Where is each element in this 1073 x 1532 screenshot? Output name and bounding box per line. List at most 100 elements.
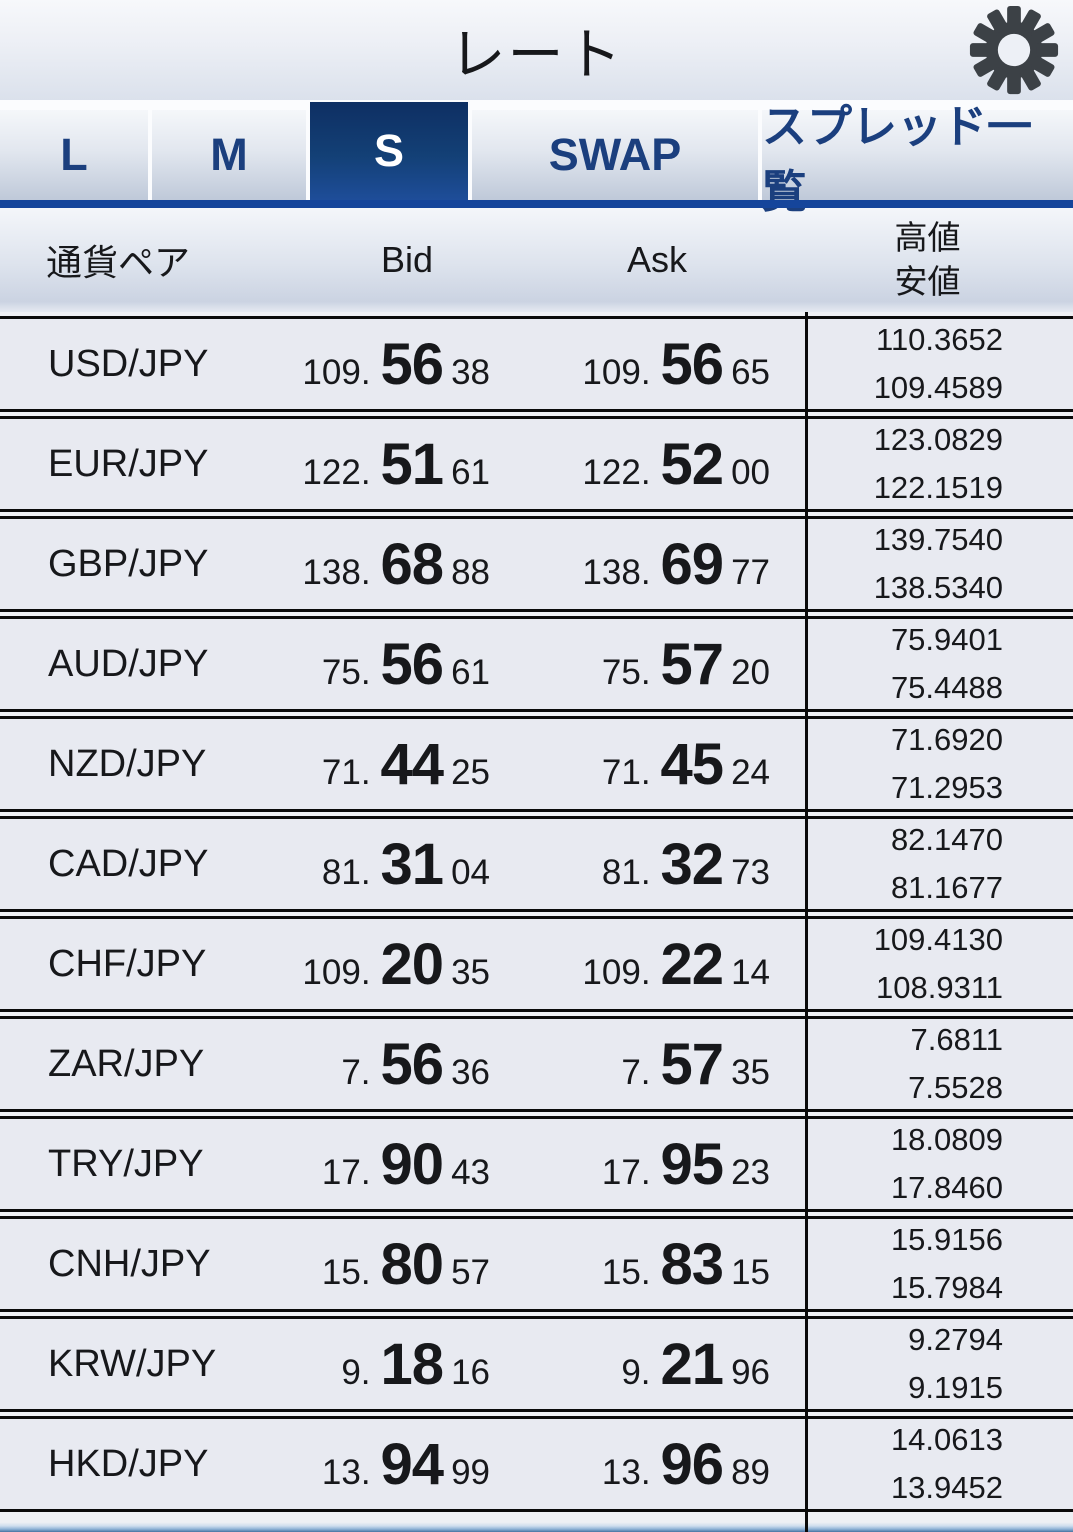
ask-integer: 71. [601,752,651,792]
low-value: 138.5340 [873,570,1003,605]
bid-integer: 109. [302,352,371,392]
rate-row[interactable]: KRW/JPY 9. 18 16 9. 21 96 9.2794 9.1915 [0,1316,1073,1412]
high-value: 109.4130 [873,922,1003,957]
ask-fraction: 89 [731,1452,770,1492]
ask-price[interactable]: 15. 83 15 [500,1231,782,1298]
high-low-cell: 71.6920 71.2953 [782,720,1073,808]
tab-l[interactable]: L [0,110,148,200]
bid-price[interactable]: 122. 51 61 [238,431,500,498]
currency-pair-label: KRW/JPY [48,1342,217,1385]
bid-pips: 90 [380,1131,445,1197]
bid-price[interactable]: 109. 20 35 [238,931,500,998]
ask-fraction: 35 [731,1052,770,1092]
bid-price[interactable]: 9. 18 16 [238,1331,500,1398]
rate-row[interactable]: HKD/JPY 13. 94 99 13. 96 89 14.0613 13.9452 [0,1416,1073,1512]
rate-row[interactable]: CHF/JPY 109. 20 35 109. 22 14 109.4130 108.9… [0,916,1073,1012]
settings-button[interactable] [967,3,1061,97]
bid-price[interactable]: 13. 94 99 [238,1431,500,1498]
high-low-cell: 123.0829 122.1519 [782,420,1073,508]
bid-pips: 20 [380,931,445,997]
currency-pair-label: CHF/JPY [48,942,207,985]
high-low-cell: 9.2794 9.1915 [782,1320,1073,1408]
tab-spread-list[interactable]: スプレッド一覧 [762,101,1073,217]
high-low-cell: 109.4130 108.9311 [782,920,1073,1008]
rate-row[interactable]: ZAR/JPY 7. 56 36 7. 57 35 7.6811 7.5528 [0,1016,1073,1112]
currency-pair-label: GBP/JPY [48,542,209,585]
bid-price[interactable]: 81. 31 04 [238,831,500,898]
ask-price[interactable]: 122. 52 00 [500,431,782,498]
ask-pips: 95 [660,1131,725,1197]
high-low-cell: 18.0809 17.8460 [782,1120,1073,1208]
bid-pips: 56 [380,331,445,397]
bid-integer: 17. [321,1152,371,1192]
bid-price[interactable]: 138. 68 88 [238,531,500,598]
table-header: 通貨ペア Bid Ask 高値 安値 [0,208,1073,312]
bid-price[interactable]: 75. 56 61 [238,631,500,698]
low-value: 15.7984 [890,1270,1003,1305]
partial-next-row [0,1516,1073,1532]
ask-fraction: 00 [731,452,770,492]
ask-pips: 56 [660,331,725,397]
tab-swap[interactable]: SWAP [472,110,758,200]
bid-price[interactable]: 7. 56 36 [238,1031,500,1098]
high-value: 18.0809 [890,1122,1003,1157]
bid-price[interactable]: 15. 80 57 [238,1231,500,1298]
bid-fraction: 57 [451,1252,490,1292]
tab-s[interactable]: S [310,102,468,200]
ask-price[interactable]: 75. 57 20 [500,631,782,698]
high-value: 75.9401 [890,622,1003,657]
ask-pips: 21 [660,1331,725,1397]
high-low-cell: 14.0613 13.9452 [782,1420,1073,1508]
rate-row[interactable]: CAD/JPY 81. 31 04 81. 32 73 82.1470 81.1677 [0,816,1073,912]
currency-pair-label: ZAR/JPY [48,1042,205,1085]
ask-price[interactable]: 7. 57 35 [500,1031,782,1098]
ask-integer: 15. [601,1252,651,1292]
bid-fraction: 16 [451,1352,490,1392]
bid-pips: 94 [380,1431,445,1497]
ask-price[interactable]: 17. 95 23 [500,1131,782,1198]
col-header-bid: Bid [380,239,434,280]
ask-integer: 13. [601,1452,651,1492]
ask-price[interactable]: 138. 69 77 [500,531,782,598]
bid-price[interactable]: 109. 56 38 [238,331,500,398]
bid-pips: 56 [380,631,445,697]
rate-row[interactable]: EUR/JPY 122. 51 61 122. 52 00 123.0829 122.1… [0,416,1073,512]
currency-pair-label: CAD/JPY [48,842,209,885]
rate-row[interactable]: TRY/JPY 17. 90 43 17. 95 23 18.0809 17.8460 [0,1116,1073,1212]
bid-pips: 31 [380,831,445,897]
rate-row[interactable]: NZD/JPY 71. 44 25 71. 45 24 71.6920 71.2953 [0,716,1073,812]
tab-m[interactable]: M [152,110,306,200]
ask-price[interactable]: 9. 21 96 [500,1331,782,1398]
bid-fraction: 99 [451,1452,490,1492]
bid-integer: 81. [321,852,371,892]
rate-row[interactable]: USD/JPY 109. 56 38 109. 56 65 110.3652 109.4… [0,316,1073,412]
ask-fraction: 96 [731,1352,770,1392]
low-value: 7.5528 [908,1070,1003,1105]
ask-fraction: 14 [731,952,770,992]
bid-price[interactable]: 17. 90 43 [238,1131,500,1198]
ask-fraction: 15 [731,1252,770,1292]
bid-fraction: 88 [451,552,490,592]
high-low-cell: 82.1470 81.1677 [782,820,1073,908]
ask-price[interactable]: 71. 45 24 [500,731,782,798]
rate-row[interactable]: AUD/JPY 75. 56 61 75. 57 20 75.9401 75.4488 [0,616,1073,712]
bid-fraction: 35 [451,952,490,992]
ask-integer: 109. [582,952,651,992]
high-low-cell: 110.3652 109.4589 [782,320,1073,408]
col-header-high: 高値 [894,219,961,256]
currency-pair-label: AUD/JPY [48,642,209,685]
ask-price[interactable]: 13. 96 89 [500,1431,782,1498]
bid-integer: 15. [321,1252,371,1292]
ask-fraction: 20 [731,652,770,692]
ask-price[interactable]: 81. 32 73 [500,831,782,898]
bid-fraction: 36 [451,1052,490,1092]
rate-row[interactable]: CNH/JPY 15. 80 57 15. 83 15 15.9156 15.7984 [0,1216,1073,1312]
ask-fraction: 24 [731,752,770,792]
high-low-cell: 7.6811 7.5528 [782,1020,1073,1108]
ask-integer: 17. [601,1152,651,1192]
rate-row[interactable]: GBP/JPY 138. 68 88 138. 69 77 139.7540 138.5… [0,516,1073,612]
ask-price[interactable]: 109. 22 14 [500,931,782,998]
bid-price[interactable]: 71. 44 25 [238,731,500,798]
ask-price[interactable]: 109. 56 65 [500,331,782,398]
high-value: 139.7540 [873,522,1003,557]
